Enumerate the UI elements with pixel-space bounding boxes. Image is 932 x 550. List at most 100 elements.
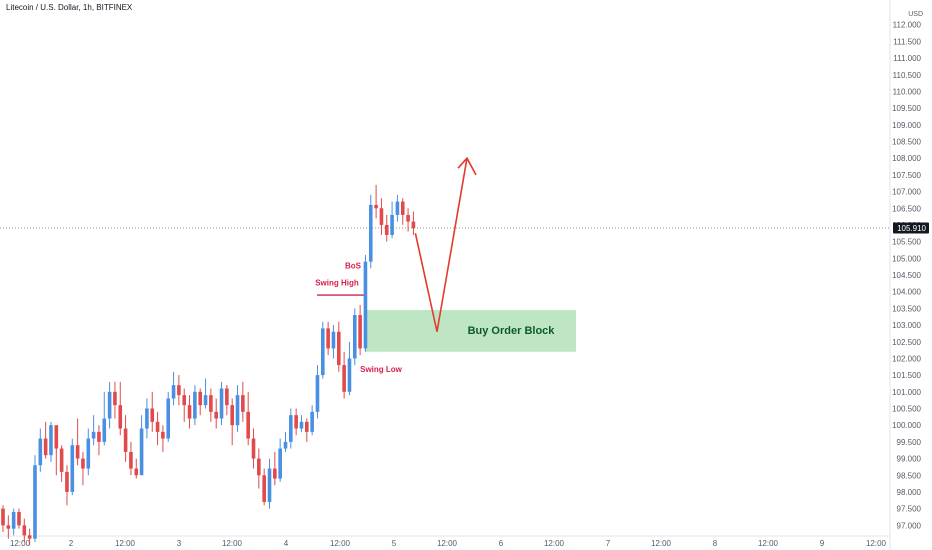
y-tick-label: 109.500 — [892, 104, 921, 113]
y-tick-label: 97.000 — [897, 521, 922, 530]
x-tick-label: 12:00 — [222, 539, 243, 548]
candle-body — [91, 431, 96, 439]
candle-body — [331, 331, 336, 349]
candle — [11, 508, 16, 536]
candle — [171, 371, 176, 406]
candle-body — [134, 468, 139, 476]
candle-body — [257, 458, 261, 476]
candle — [113, 381, 117, 419]
x-tick-label: 12:00 — [758, 539, 779, 548]
candle-body — [315, 375, 320, 412]
candle-body — [230, 405, 234, 426]
candle — [262, 468, 266, 506]
candle — [70, 438, 75, 496]
candle — [193, 385, 197, 426]
candle-body — [22, 525, 27, 536]
candle-body — [118, 405, 123, 429]
candle — [75, 418, 80, 466]
candle — [81, 451, 85, 486]
candle — [342, 351, 346, 399]
candle-body — [145, 408, 149, 429]
candle-body — [166, 398, 171, 439]
candle-body — [161, 431, 165, 439]
candle-body — [225, 388, 229, 406]
y-tick-label: 105.000 — [892, 254, 921, 263]
candle — [315, 365, 320, 419]
candle — [390, 201, 394, 239]
candle-body — [219, 388, 224, 419]
candle-body — [123, 428, 128, 452]
candle-body — [305, 421, 309, 432]
candle — [150, 391, 155, 432]
candle — [145, 398, 149, 439]
y-tick-label: 108.000 — [892, 154, 921, 163]
x-axis-ticks: 12:00 2 12:00 3 12:00 4 12:00 5 12:00 6 12:00 7 12:0… — [10, 539, 887, 548]
y-tick-label: 101.500 — [892, 371, 921, 380]
candle — [155, 411, 160, 446]
x-tick-label: 3 — [177, 539, 182, 548]
y-tick-label: 105.500 — [892, 238, 921, 247]
currency-label: USD — [903, 4, 923, 18]
candle-body — [86, 438, 91, 469]
candle — [257, 448, 261, 489]
candle-body — [347, 358, 352, 392]
candle-body — [358, 315, 362, 349]
candle — [102, 391, 107, 446]
y-tick-label: 111.000 — [893, 54, 921, 63]
candle — [379, 198, 384, 235]
candle-body — [395, 201, 400, 215]
candle-body — [267, 468, 272, 502]
candle-body — [150, 408, 155, 422]
x-tick-label: 9 — [820, 539, 825, 548]
candle — [182, 388, 187, 422]
y-tick-label: 107.500 — [892, 171, 921, 180]
candle-body — [65, 471, 69, 492]
candle — [225, 385, 229, 416]
last-price-value: 105.910 — [897, 224, 926, 233]
candle — [91, 415, 96, 446]
candle-body — [102, 418, 107, 442]
y-tick-label: 112.000 — [893, 21, 922, 30]
candle-body — [187, 405, 192, 419]
candle — [283, 431, 288, 452]
candles — [1, 184, 416, 546]
y-tick-label: 111.500 — [893, 37, 921, 46]
y-tick-label: 110.500 — [893, 71, 922, 80]
candle-body — [177, 385, 181, 396]
projection-path — [414, 158, 468, 332]
candle — [406, 208, 410, 232]
candle — [107, 381, 112, 429]
y-tick-label: 98.000 — [897, 488, 922, 497]
candle — [38, 428, 43, 472]
candle-body — [241, 395, 245, 412]
candle — [177, 375, 181, 406]
candle — [294, 408, 298, 436]
candle — [198, 388, 203, 416]
candle-body — [336, 331, 341, 366]
candle-body — [97, 431, 101, 442]
candle — [352, 308, 357, 366]
currency-code: USD — [908, 11, 923, 18]
candle — [43, 421, 48, 459]
last-price-tag: 105.910 — [893, 222, 929, 234]
candle-body — [49, 425, 53, 456]
candle-body — [289, 415, 293, 442]
candle — [358, 305, 362, 356]
candle-body — [294, 415, 298, 429]
candle-body — [299, 421, 304, 429]
price-axis[interactable] — [0, 0, 891, 550]
y-tick-label: 97.500 — [897, 505, 922, 514]
candle-body — [70, 445, 75, 492]
candle — [17, 508, 21, 529]
candle — [214, 398, 218, 429]
candle-body — [283, 441, 288, 449]
candle-body — [59, 448, 64, 472]
candle-body — [54, 425, 59, 449]
candle-body — [209, 395, 213, 412]
y-tick-label: 104.000 — [892, 288, 921, 297]
candle — [363, 254, 368, 352]
swing-high-label: Swing High — [315, 278, 359, 287]
candle-body — [43, 438, 48, 456]
candle — [299, 415, 304, 432]
